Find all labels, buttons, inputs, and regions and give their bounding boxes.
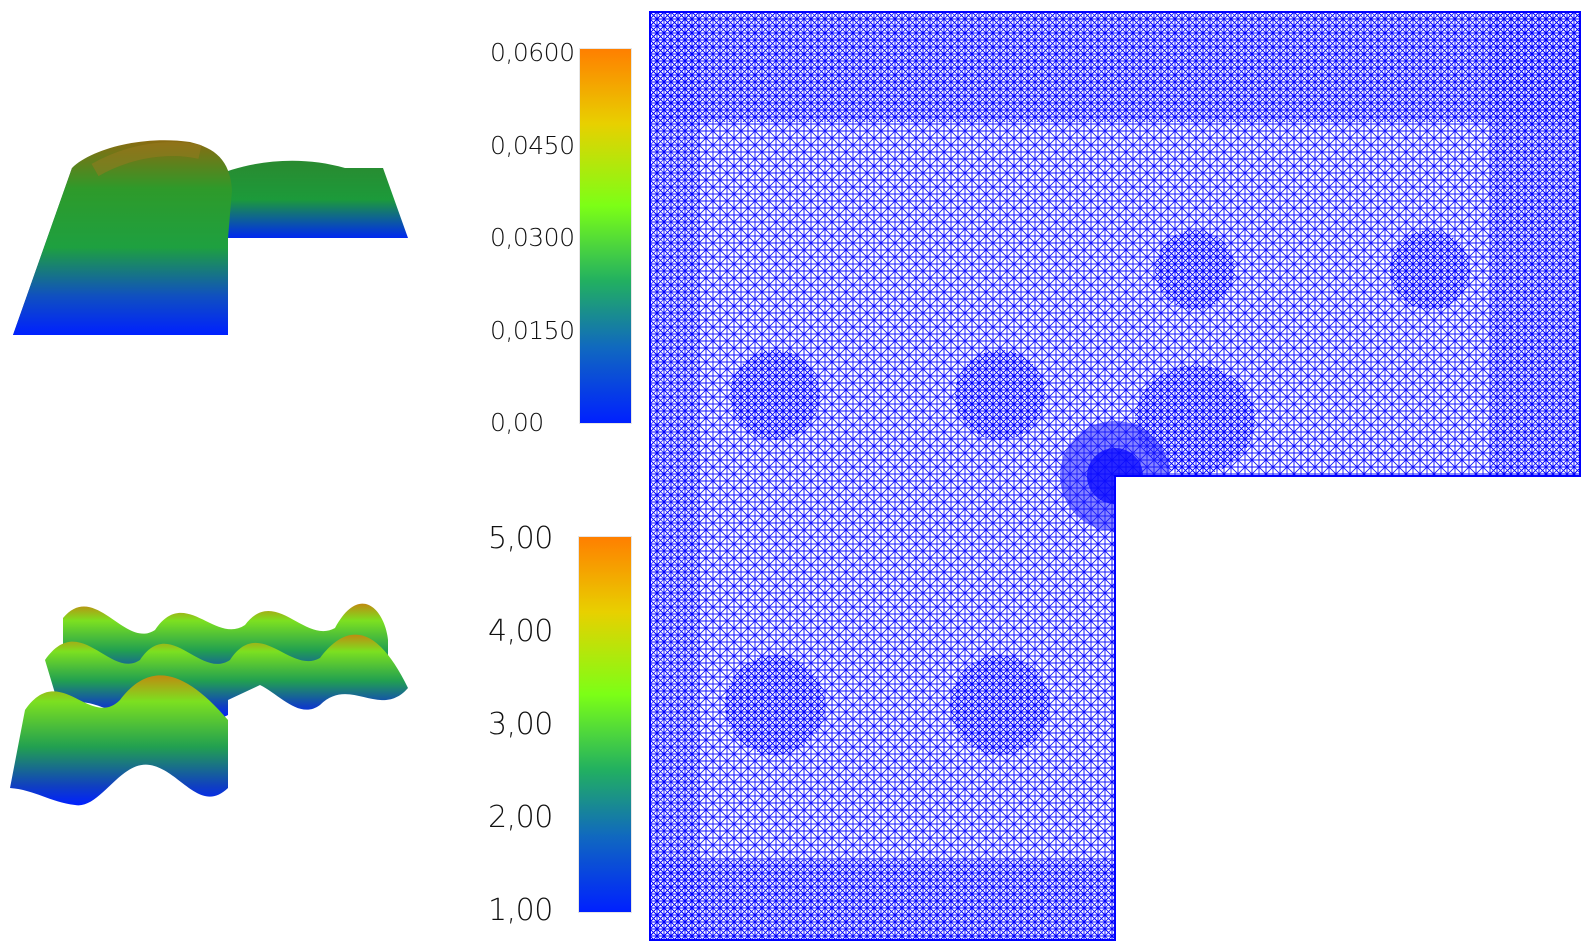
colorbar-bottom-gradient xyxy=(579,537,631,912)
mesh-refined-blob xyxy=(950,655,1050,755)
mesh-refined-blob xyxy=(955,350,1045,440)
surface-ridge-highlight xyxy=(91,142,202,177)
surface-right-wing xyxy=(210,160,408,238)
mesh-refined-band-top xyxy=(650,12,1580,122)
mesh-refined-blob xyxy=(730,350,820,440)
colorbar-bottom-tick: 5,00 xyxy=(488,521,553,556)
colorbar-bottom-tick: 4,00 xyxy=(488,614,553,649)
wave-row-front xyxy=(10,675,228,806)
mesh-refined-band-right xyxy=(1490,12,1580,476)
mesh-refined-blob xyxy=(725,655,825,755)
mesh-refined-band-bottom xyxy=(650,860,1115,940)
mesh-boundary xyxy=(649,11,1581,941)
colorbar-top-tick: 0,0450 xyxy=(490,131,575,160)
mesh-refined-blob xyxy=(1390,230,1470,310)
colorbar-top-gradient xyxy=(580,49,631,423)
surface-main-body xyxy=(13,140,232,335)
mesh-refined-band-left xyxy=(650,12,700,940)
colorbar-bottom xyxy=(578,536,632,913)
colorbar-top xyxy=(579,48,632,424)
colorbar-top-tick: 0,00 xyxy=(490,408,544,437)
colorbar-top-tick: 0,0300 xyxy=(490,223,575,252)
colorbar-top-tick: 0,0600 xyxy=(490,38,575,67)
colorbar-bottom-tick: 2,00 xyxy=(488,800,553,835)
colorbar-top-tick: 0,0150 xyxy=(490,316,575,345)
solution-surface-plot xyxy=(13,140,408,335)
mesh-refined-blob xyxy=(1155,230,1235,310)
mesh-refined-blob xyxy=(1135,365,1255,475)
colorbar-bottom-tick: 3,00 xyxy=(488,707,553,742)
colorbar-bottom-tick: 1,00 xyxy=(488,893,553,928)
coefficient-surface-plot xyxy=(10,603,408,806)
